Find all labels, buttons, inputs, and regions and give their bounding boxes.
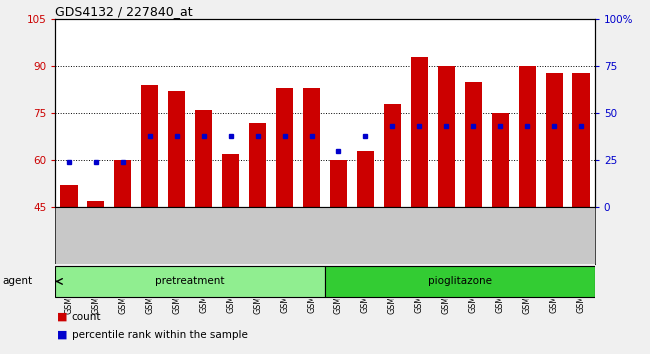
Bar <box>222 154 239 207</box>
Text: agent: agent <box>2 276 32 286</box>
Text: ■: ■ <box>57 330 68 339</box>
Bar <box>249 123 266 207</box>
FancyBboxPatch shape <box>325 266 595 297</box>
Text: pretreatment: pretreatment <box>155 276 225 286</box>
Bar <box>519 67 536 207</box>
Bar <box>168 91 185 207</box>
Bar <box>384 104 401 207</box>
Bar <box>195 110 213 207</box>
Bar <box>87 201 105 207</box>
Text: count: count <box>72 312 101 322</box>
Bar <box>411 57 428 207</box>
Bar <box>437 67 455 207</box>
Bar <box>465 82 482 207</box>
Text: percentile rank within the sample: percentile rank within the sample <box>72 330 248 339</box>
Bar <box>330 160 347 207</box>
Bar <box>276 88 293 207</box>
FancyBboxPatch shape <box>55 266 325 297</box>
Bar <box>491 113 509 207</box>
Text: pioglitazone: pioglitazone <box>428 276 492 286</box>
Bar <box>573 73 590 207</box>
Bar <box>357 151 374 207</box>
Bar <box>60 185 77 207</box>
Bar <box>303 88 320 207</box>
Bar <box>114 160 131 207</box>
Text: ■: ■ <box>57 312 68 322</box>
Bar <box>141 85 159 207</box>
Text: GDS4132 / 227840_at: GDS4132 / 227840_at <box>55 5 193 18</box>
Bar <box>545 73 563 207</box>
